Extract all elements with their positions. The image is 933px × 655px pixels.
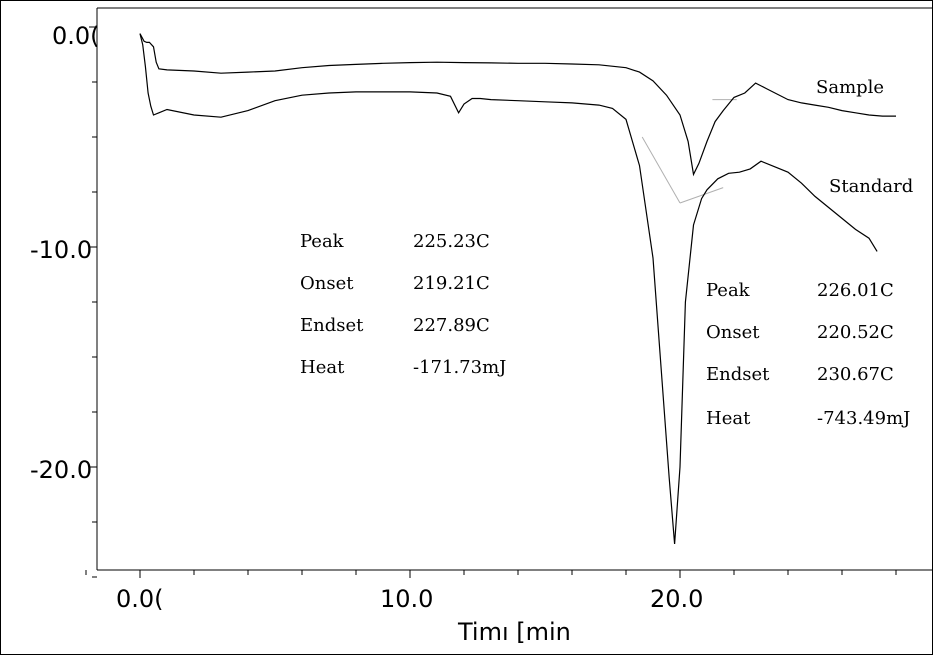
x-tick-label-2: 20.0 [650,585,703,613]
table2-value-onset: 220.52C [817,322,894,343]
series-line-sample [139,33,896,177]
table2-label-onset: Onset [706,322,760,343]
table2-value-endset: 230.67C [817,364,894,385]
baseline-2 [679,187,724,204]
table2-value-peak: 226.01C [817,280,894,301]
x-axis-title: Timı [min [457,618,571,646]
table1-value-onset: 219.21C [413,273,490,294]
table2-label-endset: Endset [706,364,770,385]
axes [85,7,933,578]
series-label-sample: Sample [816,77,884,98]
series-label-standard: Standard [829,176,913,197]
series-group [139,33,896,545]
table1-label-endset: Endset [300,315,364,336]
y-tick-label-2: -20.0 [30,456,92,484]
peak-table-standard: Peak 226.01C Onset 220.52C Endset 230.67… [706,280,910,429]
peak-table-sample: Peak 225.23C Onset 219.21C Endset 227.89… [300,231,506,378]
x-tick-label-1: 10.0 [380,585,433,613]
table1-value-endset: 227.89C [413,315,490,336]
table2-value-heat: -743.49mJ [817,408,910,429]
x-tick-label-0: 0.0( [116,585,164,613]
table1-value-peak: 225.23C [413,231,490,252]
y-tick-label-1: -10.0 [30,236,92,264]
table2-label-peak: Peak [706,280,751,301]
table1-label-heat: Heat [300,357,345,378]
table1-label-peak: Peak [300,231,345,252]
table2-label-heat: Heat [706,408,751,429]
y-tick-label-0: 0.0( [52,22,100,50]
baseline-1 [641,136,681,204]
series-line-standard [139,33,878,545]
table1-value-heat: -171.73mJ [413,357,506,378]
table1-label-onset: Onset [300,273,354,294]
